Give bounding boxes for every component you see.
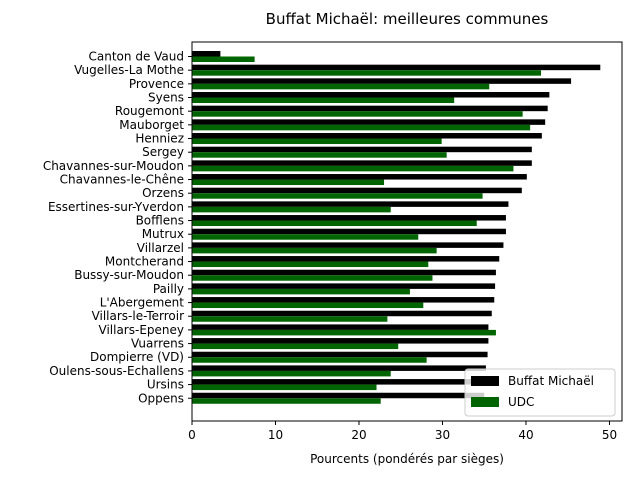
bar-udc-rougemont bbox=[192, 111, 523, 117]
bar-udc-provence bbox=[192, 83, 490, 90]
bar-buffat-michael-ursins bbox=[192, 379, 486, 385]
bar-buffat-michael-essertines-sur-yverdon bbox=[192, 201, 509, 207]
legend-box bbox=[464, 368, 616, 417]
bar-buffat-michael-dompierre-vd bbox=[192, 351, 488, 358]
x-tick-label: 40 bbox=[518, 428, 533, 442]
y-tick-label: Syens bbox=[148, 91, 184, 105]
bar-udc-bofflens bbox=[192, 220, 477, 227]
y-tick-label: Canton de Vaud bbox=[89, 50, 184, 64]
y-tick-label: Rougemont bbox=[115, 104, 184, 118]
y-tick-label: Villarzel bbox=[137, 241, 184, 255]
bar-udc-syens bbox=[192, 97, 455, 104]
bar-buffat-michael-villars-le-terroir bbox=[192, 310, 492, 317]
bar-buffat-michael-oulens-sous-echallens bbox=[192, 365, 486, 371]
bar-udc-vugelles-la-mothe bbox=[192, 70, 542, 76]
bar-buffat-michael-rougemont bbox=[192, 105, 548, 112]
y-tick-label: Oulens-sous-Echallens bbox=[49, 364, 184, 378]
bar-udc-chavannes-le-chene bbox=[192, 179, 385, 186]
y-tick-label: Oppens bbox=[138, 391, 184, 405]
bar-udc-orzens bbox=[192, 193, 483, 199]
y-tick-label: Mutrux bbox=[142, 227, 184, 241]
x-axis: 0 10 20 30 40 50 bbox=[188, 421, 617, 442]
y-tick-label: L'Abergement bbox=[100, 296, 185, 310]
bar-udc-oulens-sous-echallens bbox=[192, 370, 391, 377]
y-tick-label: Villars-le-Terroir bbox=[92, 309, 185, 323]
bar-buffat-michael-vugelles-la-mothe bbox=[192, 64, 601, 71]
y-tick-label: Ursins bbox=[147, 378, 184, 392]
y-tick-label: Bofflens bbox=[136, 214, 184, 228]
bar-buffat-michael-henniez bbox=[192, 133, 542, 139]
bar-buffat-michael-chavannes-le-chene bbox=[192, 174, 527, 180]
bar-buffat-michael-villarzel bbox=[192, 242, 504, 248]
bar-buffat-michael-l-abergement bbox=[192, 297, 495, 303]
y-tick-label: Essertines-sur-Yverdon bbox=[48, 200, 184, 214]
bar-buffat-michael-vuarrens bbox=[192, 338, 489, 344]
bar-udc-bussy-sur-moudon bbox=[192, 275, 433, 281]
bar-buffat-michael-provence bbox=[192, 78, 572, 84]
bar-buffat-michael-bofflens bbox=[192, 215, 506, 221]
bar-udc-villars-epeney bbox=[192, 329, 496, 336]
bar-udc-ursins bbox=[192, 384, 377, 391]
bar-udc-mauborget bbox=[192, 124, 531, 131]
bar-buffat-michael-villars-epeney bbox=[192, 324, 489, 330]
y-tick-label: Henniez bbox=[135, 132, 184, 146]
x-tick-label: 10 bbox=[268, 428, 283, 442]
y-tick-label: Bussy-sur-Moudon bbox=[74, 268, 184, 282]
bar-buffat-michael-pailly bbox=[192, 283, 496, 289]
bar-udc-essertines-sur-yverdon bbox=[192, 206, 391, 213]
y-tick-label: Provence bbox=[129, 77, 184, 91]
y-tick-label: Dompierre (VD) bbox=[90, 350, 184, 364]
y-tick-label: Chavannes-le-Chêne bbox=[60, 173, 184, 187]
bar-buffat-michael-sergey bbox=[192, 146, 532, 153]
chart-title: Buffat Michaël: meilleures communes bbox=[266, 10, 549, 28]
bar-udc-oppens bbox=[192, 398, 381, 404]
x-axis-label: Pourcents (pondérés par sièges) bbox=[310, 452, 504, 466]
bar-udc-l-abergement bbox=[192, 302, 424, 309]
legend: Buffat Michaël UDC bbox=[464, 368, 616, 417]
bars-layer bbox=[192, 51, 601, 404]
bar-udc-mutrux bbox=[192, 234, 419, 240]
bar-udc-montcherand bbox=[192, 261, 429, 268]
bar-udc-dompierre-vd bbox=[192, 357, 427, 363]
bar-buffat-michael-oppens bbox=[192, 392, 485, 399]
bar-buffat-michael-chavannes-sur-moudon bbox=[192, 160, 532, 166]
bar-buffat-michael-mauborget bbox=[192, 119, 546, 125]
y-tick-label: Vuarrens bbox=[131, 337, 184, 351]
bar-udc-villarzel bbox=[192, 247, 437, 254]
legend-label-buffat: Buffat Michaël bbox=[508, 374, 594, 388]
bar-udc-canton-de-vaud bbox=[192, 56, 255, 62]
legend-swatch-udc bbox=[471, 397, 499, 407]
plot-frame bbox=[191, 41, 623, 422]
bar-buffat-michael-orzens bbox=[192, 187, 522, 194]
legend-label-udc: UDC bbox=[508, 395, 534, 409]
y-tick-label: Orzens bbox=[142, 186, 184, 200]
bar-buffat-michael-bussy-sur-moudon bbox=[192, 269, 496, 276]
x-tick-label: 30 bbox=[435, 428, 450, 442]
bar-udc-chavannes-sur-moudon bbox=[192, 165, 514, 172]
y-tick-label: Sergey bbox=[142, 145, 184, 159]
bar-buffat-michael-montcherand bbox=[192, 256, 500, 262]
x-tick-label: 0 bbox=[188, 428, 196, 442]
y-tick-label: Montcherand bbox=[105, 255, 184, 269]
y-tick-label: Chavannes-sur-Moudon bbox=[43, 159, 184, 173]
bar-buffat-michael-syens bbox=[192, 92, 550, 98]
y-tick-label: Villars-Epeney bbox=[99, 323, 185, 337]
bar-udc-villars-le-terroir bbox=[192, 316, 388, 322]
x-tick-label: 50 bbox=[602, 428, 617, 442]
y-tick-label: Pailly bbox=[153, 282, 184, 296]
bar-udc-pailly bbox=[192, 288, 410, 295]
bar-buffat-michael-mutrux bbox=[192, 228, 506, 235]
bar-udc-sergey bbox=[192, 152, 447, 158]
x-tick-label: 20 bbox=[351, 428, 366, 442]
y-tick-label: Mauborget bbox=[119, 118, 184, 132]
legend-swatch-buffat bbox=[471, 376, 499, 386]
bar-udc-henniez bbox=[192, 138, 442, 145]
y-tick-label: Vugelles-La Mothe bbox=[74, 63, 184, 77]
bar-udc-vuarrens bbox=[192, 343, 399, 350]
bar-buffat-michael-canton-de-vaud bbox=[192, 51, 221, 57]
